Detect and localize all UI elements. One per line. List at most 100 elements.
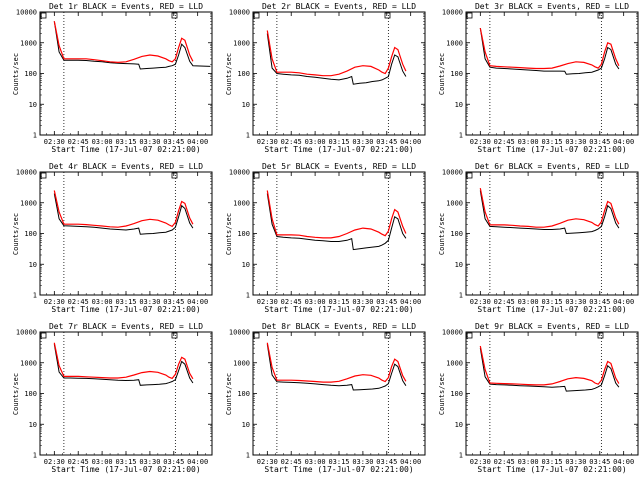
x-tick-label: 03:30 — [352, 138, 373, 146]
chart-plot: 1 10 100 1000 10000 02:30 02:45 03:00 03:15 03:30… — [442, 169, 639, 306]
chart-plot: 1 10 100 1000 10000 02:30 02:45 03:00 03:15 03:30… — [442, 9, 639, 146]
chart-plot: 1 10 100 1000 10000 02:30 02:45 03:00 03:15 03:30… — [16, 169, 213, 306]
events-series-line — [266, 33, 407, 85]
events-series-line — [479, 190, 620, 235]
chart-plot: 1 10 100 1000 10000 02:30 02:45 03:00 03:15 03:30… — [229, 169, 426, 306]
y-tick-label: 1000 — [446, 199, 463, 207]
x-axis-label: Start Time (17-Jul-07 02:21:00) — [264, 305, 414, 314]
x-axis-label: Start Time (17-Jul-07 02:21:00) — [51, 465, 201, 474]
y-tick-label: 10 — [242, 261, 250, 269]
x-tick-label: 02:30 — [470, 138, 491, 146]
corner-box-right — [597, 172, 604, 179]
y-tick-label: 1 — [246, 292, 250, 300]
x-tick-label: 02:30 — [44, 138, 65, 146]
x-tick-label: 03:45 — [163, 458, 184, 466]
plot-frame — [39, 171, 213, 296]
x-tick-label: 03:30 — [352, 458, 373, 466]
x-tick-label: 02:45 — [68, 138, 89, 146]
chart-title: Det 2r BLACK = Events, RED = LLD — [261, 2, 417, 11]
y-tick-label: 100 — [450, 70, 463, 78]
x-tick-label: 04:00 — [400, 138, 421, 146]
events-series-line — [53, 21, 211, 70]
chart-title: Det 1r BLACK = Events, RED = LLD — [48, 2, 204, 11]
lld-series-line — [479, 345, 620, 386]
events-series-line — [479, 348, 620, 392]
chart-title: Det 7r BLACK = Events, RED = LLD — [48, 322, 204, 331]
y-tick-label: 1 — [459, 132, 463, 140]
y-tick-label: 1000 — [446, 39, 463, 47]
y-tick-label: 10 — [29, 421, 37, 429]
chart-title: Det 6r BLACK = Events, RED = LLD — [474, 162, 630, 171]
y-tick-label: 10000 — [16, 329, 37, 337]
chart-panel-6: Det 6r BLACK = Events, RED = LLD Start Ti… — [426, 160, 639, 320]
events-series-line — [53, 193, 194, 235]
y-tick-label: 1 — [33, 132, 37, 140]
y-tick-label: 100 — [24, 70, 37, 78]
chart-plot: 1 10 100 1000 10000 02:30 02:45 03:00 03:15 03:30… — [16, 329, 213, 466]
x-tick-label: 03:00 — [92, 138, 113, 146]
x-axis-label: Start Time (17-Jul-07 02:21:00) — [264, 145, 414, 154]
chart-panel-5: Det 5r BLACK = Events, RED = LLD Start Ti… — [213, 160, 426, 320]
x-tick-label: 04:00 — [613, 298, 634, 306]
y-tick-label: 100 — [237, 70, 250, 78]
corner-box-right — [171, 172, 178, 179]
events-series-line — [53, 344, 194, 386]
x-tick-label: 03:30 — [139, 138, 160, 146]
corner-box-left — [253, 332, 260, 339]
corner-box-left — [40, 172, 47, 179]
x-tick-label: 03:45 — [589, 138, 610, 146]
x-tick-label: 02:30 — [257, 298, 278, 306]
corner-box-right — [171, 332, 178, 339]
corner-box-right — [597, 12, 604, 19]
chart-plot: 1 10 100 1000 10000 02:30 02:45 03:00 03:15 03:30… — [229, 9, 426, 146]
y-tick-label: 10 — [242, 101, 250, 109]
y-tick-label: 10 — [29, 101, 37, 109]
plot-frame — [252, 331, 426, 456]
x-tick-label: 02:30 — [257, 138, 278, 146]
x-tick-label: 03:00 — [305, 458, 326, 466]
plot-frame — [39, 331, 213, 456]
x-tick-label: 03:00 — [92, 458, 113, 466]
chart-plot: 1 10 100 1000 10000 02:30 02:45 03:00 03:15 03:30… — [16, 9, 213, 146]
lld-series-line — [266, 190, 407, 239]
x-tick-label: 04:00 — [187, 138, 208, 146]
x-tick-label: 02:30 — [257, 458, 278, 466]
y-tick-label: 100 — [237, 390, 250, 398]
x-tick-label: 02:45 — [281, 458, 302, 466]
chart-panel-4: Det 4r BLACK = Events, RED = LLD Start Ti… — [0, 160, 213, 320]
lld-series-line — [53, 190, 194, 228]
y-tick-label: 10 — [455, 261, 463, 269]
corner-box-left — [253, 172, 260, 179]
lld-series-line — [479, 27, 620, 70]
lld-series-line — [266, 342, 407, 383]
x-tick-label: 03:45 — [163, 298, 184, 306]
chart-panel-8: Det 8r BLACK = Events, RED = LLD Start Ti… — [213, 320, 426, 480]
x-tick-label: 02:45 — [68, 458, 89, 466]
events-series-line — [479, 28, 620, 75]
x-tick-label: 02:30 — [44, 458, 65, 466]
chart-title: Det 9r BLACK = Events, RED = LLD — [474, 322, 630, 331]
y-tick-label: 10000 — [442, 329, 463, 337]
x-tick-label: 02:30 — [470, 458, 491, 466]
x-tick-label: 02:45 — [494, 138, 515, 146]
x-tick-label: 04:00 — [187, 458, 208, 466]
x-tick-label: 03:15 — [541, 138, 562, 146]
y-tick-label: 1000 — [233, 39, 250, 47]
chart-plot: 1 10 100 1000 10000 02:30 02:45 03:00 03:15 03:30… — [229, 329, 426, 466]
y-tick-label: 1000 — [233, 199, 250, 207]
y-tick-label: 10 — [242, 421, 250, 429]
y-tick-label: 10 — [455, 101, 463, 109]
y-tick-label: 1 — [33, 452, 37, 460]
x-tick-label: 03:30 — [565, 138, 586, 146]
lld-series-line — [266, 30, 407, 77]
corner-box-left — [253, 12, 260, 19]
x-tick-label: 03:30 — [352, 298, 373, 306]
y-tick-label: 10000 — [229, 9, 250, 17]
chart-plot: 1 10 100 1000 10000 02:30 02:45 03:00 03:15 03:30… — [442, 329, 639, 466]
y-tick-label: 10000 — [229, 169, 250, 177]
y-tick-label: 1000 — [446, 359, 463, 367]
lld-series-line — [479, 187, 620, 228]
y-tick-label: 1000 — [20, 199, 37, 207]
y-tick-label: 1 — [459, 452, 463, 460]
chart-title: Det 3r BLACK = Events, RED = LLD — [474, 2, 630, 11]
